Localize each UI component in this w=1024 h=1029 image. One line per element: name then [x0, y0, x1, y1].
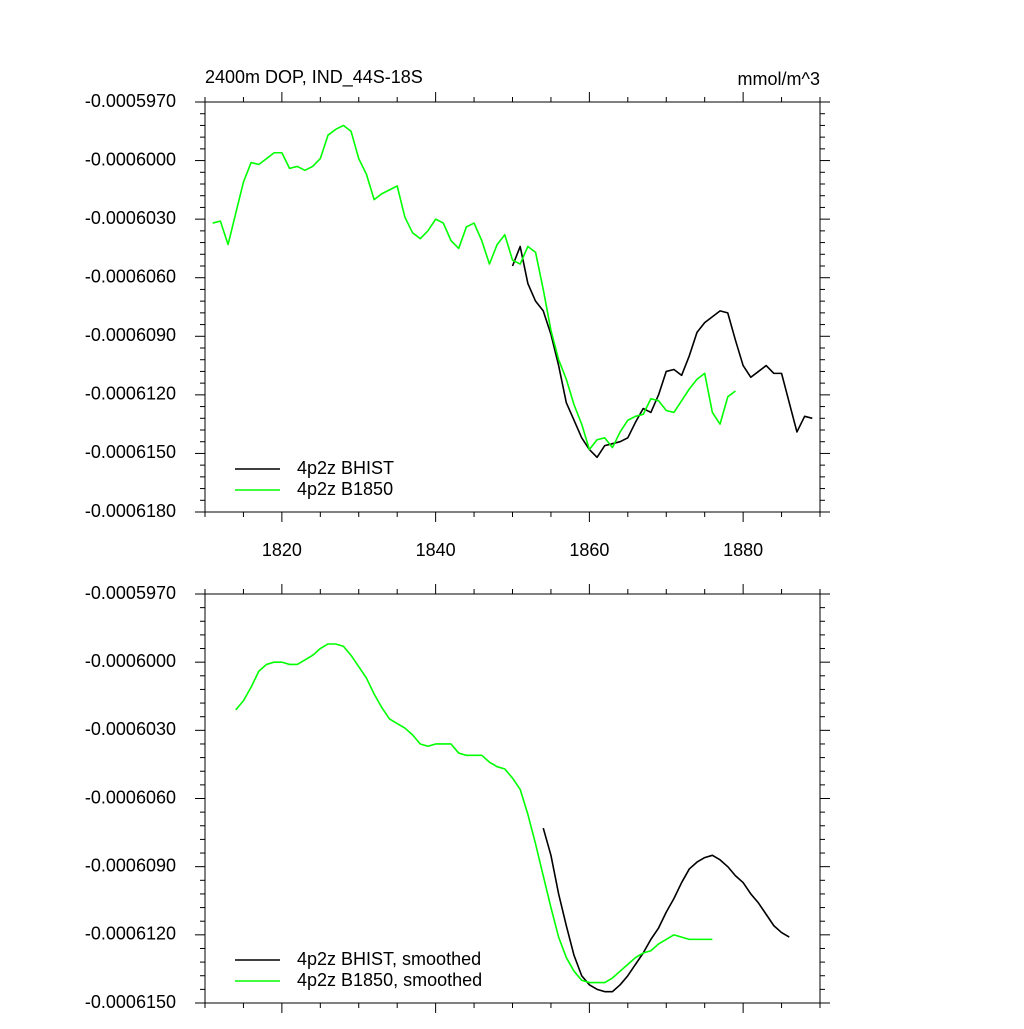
y-tick-label: -0.0006090 [85, 855, 176, 875]
y-tick-label: -0.0006120 [85, 924, 176, 944]
y-tick-label: -0.0006000 [85, 149, 176, 169]
data-line [235, 643, 713, 984]
x-tick-label: 1860 [569, 540, 609, 560]
y-tick-label: -0.0006150 [85, 442, 176, 462]
y-tick-label: -0.0006000 [85, 651, 176, 671]
y-tick-label: -0.0005970 [85, 583, 176, 603]
y-tick-label: -0.0006060 [85, 266, 176, 286]
chart-title: 2400m DOP, IND_44S-18S [205, 67, 423, 88]
x-tick-label: 1820 [262, 540, 302, 560]
data-line [542, 827, 790, 993]
y-tick-label: -0.0006150 [85, 992, 176, 1012]
units-label: mmol/m^3 [738, 69, 820, 89]
x-tick-label: 1840 [416, 540, 456, 560]
y-tick-label: -0.0006030 [85, 719, 176, 739]
legend-label: 4p2z BHIST [297, 458, 394, 478]
legend-label: 4p2z B1850, smoothed [297, 970, 482, 990]
plot-frame [204, 593, 821, 1004]
y-tick-label: -0.0005970 [85, 91, 176, 111]
y-tick-label: -0.0006030 [85, 208, 176, 228]
y-tick-label: -0.0006090 [85, 325, 176, 345]
legend-label: 4p2z BHIST, smoothed [297, 949, 481, 969]
data-line [212, 124, 736, 451]
legend-label: 4p2z B1850 [297, 479, 393, 499]
x-tick-label: 1880 [723, 540, 763, 560]
y-tick-label: -0.0006180 [85, 501, 176, 521]
plot-frame [204, 101, 821, 513]
y-tick-label: -0.0006060 [85, 787, 176, 807]
data-line [511, 245, 813, 459]
y-tick-label: -0.0006120 [85, 384, 176, 404]
